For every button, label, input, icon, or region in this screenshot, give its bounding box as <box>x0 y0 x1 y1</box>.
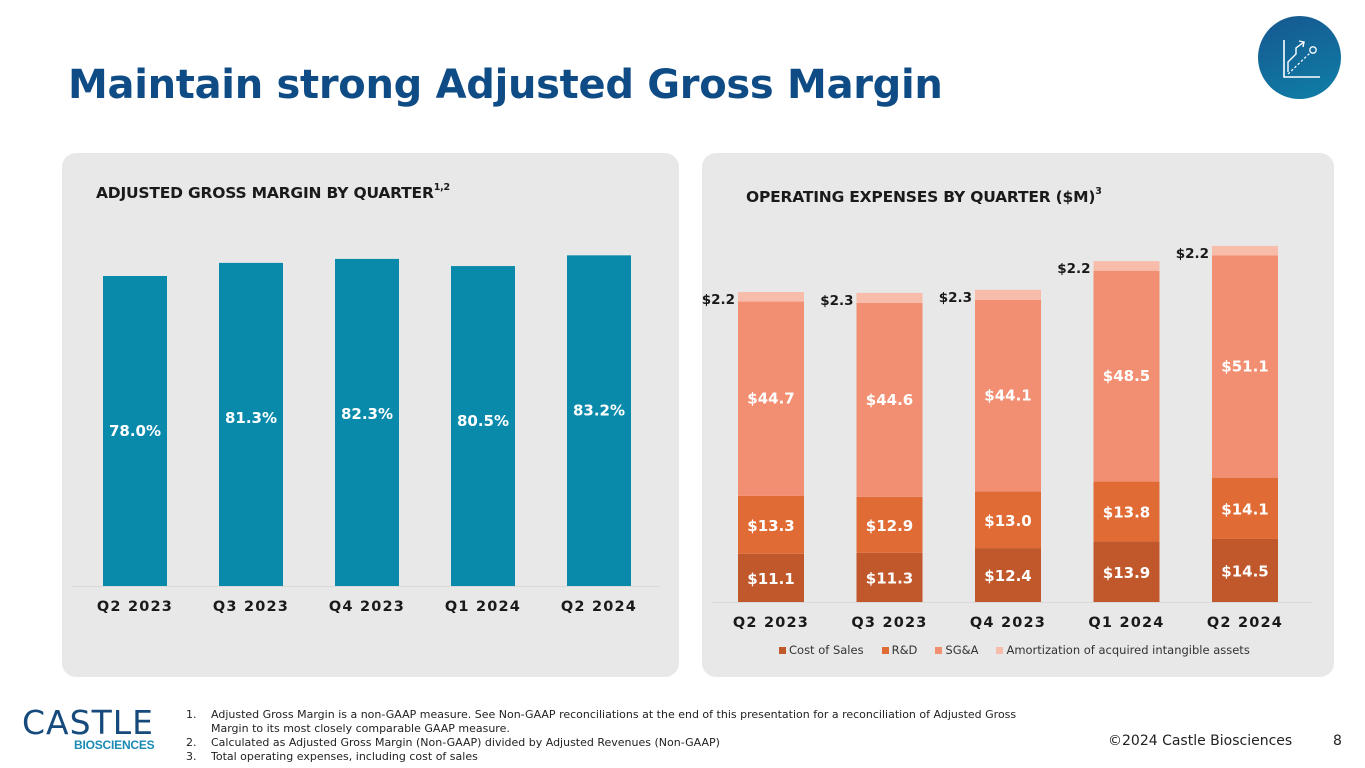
legend-item-cost-of-sales: Cost of Sales <box>779 643 864 657</box>
sga-data-label: $44.7 <box>747 390 794 408</box>
footnote: 1. Adjusted Gross Margin is a non-GAAP m… <box>186 708 1017 735</box>
logo-subtitle: BIOSCIENCES <box>74 738 155 752</box>
x-tick-label: Q2 2024 <box>561 599 637 615</box>
castle-biosciences-logo: CASTLE BIOSCIENCES <box>22 706 167 754</box>
footnote: 3. Total operating expenses, including c… <box>186 750 478 763</box>
amortization-data-label: $2.2 <box>702 292 735 308</box>
legend-item-rd: R&D <box>881 643 918 657</box>
amortization-data-label: $2.2 <box>1057 261 1090 277</box>
cost-of-sales-segment <box>856 552 923 602</box>
section-badge <box>1258 16 1341 99</box>
logo-wordmark: CASTLE <box>22 703 154 742</box>
legend-swatch <box>881 646 889 654</box>
amortization-data-label: $2.2 <box>1176 246 1209 262</box>
cost-of-sales-data-label: $11.1 <box>747 570 794 588</box>
amortization-data-label: $2.3 <box>939 290 972 306</box>
margin-data-label: 83.2% <box>573 401 625 419</box>
margin-data-label: 81.3% <box>225 409 277 427</box>
rd-data-label: $14.1 <box>1221 500 1268 518</box>
cost-of-sales-segment <box>975 548 1041 602</box>
cost-of-sales-data-label: $12.4 <box>984 567 1031 585</box>
legend-item-amortization: Amortization of acquired intangible asse… <box>996 643 1250 657</box>
page-number: 8 <box>1333 733 1342 749</box>
x-tick-label: Q1 2024 <box>1088 615 1164 631</box>
x-tick-label: Q2 2024 <box>1207 615 1283 631</box>
sga-data-label: $44.6 <box>866 391 913 409</box>
legend-swatch <box>935 646 943 654</box>
margin-bar <box>335 258 399 586</box>
copyright: ©2024 Castle Biosciences <box>1108 733 1293 749</box>
amortization-segment <box>975 289 1041 300</box>
margin-bar <box>451 266 515 586</box>
x-tick-label: Q4 2023 <box>329 599 405 615</box>
rd-segment <box>1093 481 1160 542</box>
operating-expenses-chart-title: OPERATING EXPENSES BY QUARTER ($M)3 <box>746 186 1102 206</box>
legend-label: SG&A <box>945 643 979 657</box>
gross-margin-chart-title: ADJUSTED GROSS MARGIN BY QUARTER1,2 <box>96 182 450 202</box>
amortization-segment <box>738 292 804 302</box>
sga-segment <box>856 302 923 497</box>
growth-chart-icon <box>1283 40 1320 78</box>
legend-label: Cost of Sales <box>789 643 864 657</box>
x-tick-label: Q3 2023 <box>213 599 289 615</box>
cost-of-sales-segment <box>1093 541 1160 602</box>
x-tick-label: Q2 2023 <box>733 615 809 631</box>
sga-data-label: $51.1 <box>1221 358 1268 376</box>
rd-segment <box>738 495 804 554</box>
rd-data-label: $13.3 <box>747 517 794 535</box>
amortization-segment <box>856 292 923 303</box>
margin-data-label: 82.3% <box>341 405 393 423</box>
margin-bar <box>567 255 631 587</box>
footnotes: 1. Adjusted Gross Margin is a non-GAAP m… <box>186 708 1051 764</box>
amortization-segment <box>1093 261 1160 271</box>
x-tick-label: Q3 2023 <box>851 615 927 631</box>
x-tick-label: Q4 2023 <box>970 615 1046 631</box>
sga-segment <box>738 301 804 496</box>
cost-of-sales-data-label: $14.5 <box>1221 562 1268 580</box>
cost-of-sales-data-label: $11.3 <box>866 569 913 587</box>
amortization-data-label: $2.3 <box>820 293 853 309</box>
rd-segment <box>856 496 923 553</box>
sga-segment <box>1093 270 1160 482</box>
cost-of-sales-segment <box>738 553 804 602</box>
sga-data-label: $44.1 <box>984 387 1031 405</box>
rd-segment <box>975 491 1041 549</box>
margin-bar <box>219 262 283 586</box>
chart-legend: Cost of Sales R&D SG&A Amortization of a… <box>779 643 1250 657</box>
cost-of-sales-data-label: $13.9 <box>1103 564 1150 582</box>
sga-segment <box>1212 255 1278 478</box>
sga-data-label: $48.5 <box>1103 367 1150 385</box>
x-tick-label: Q1 2024 <box>445 599 521 615</box>
x-tick-label: Q2 2023 <box>97 599 173 615</box>
legend-swatch <box>996 646 1004 654</box>
margin-bar <box>103 276 167 586</box>
rd-data-label: $13.0 <box>984 512 1031 530</box>
margin-data-label: 80.5% <box>457 412 509 430</box>
rd-data-label: $12.9 <box>866 517 913 535</box>
rd-segment <box>1212 477 1278 539</box>
amortization-segment <box>1212 245 1278 256</box>
page-title: Maintain strong Adjusted Gross Margin <box>68 62 943 108</box>
legend-label: R&D <box>891 643 918 657</box>
sga-segment <box>975 299 1041 492</box>
margin-data-label: 78.0% <box>109 422 161 440</box>
legend-label: Amortization of acquired intangible asse… <box>1006 643 1250 657</box>
legend-item-sga: SG&A <box>935 643 978 657</box>
legend-swatch <box>779 646 786 654</box>
cost-of-sales-segment <box>1212 538 1278 602</box>
rd-data-label: $13.8 <box>1103 504 1150 522</box>
footnote: 2. Calculated as Adjusted Gross Margin (… <box>186 736 720 749</box>
